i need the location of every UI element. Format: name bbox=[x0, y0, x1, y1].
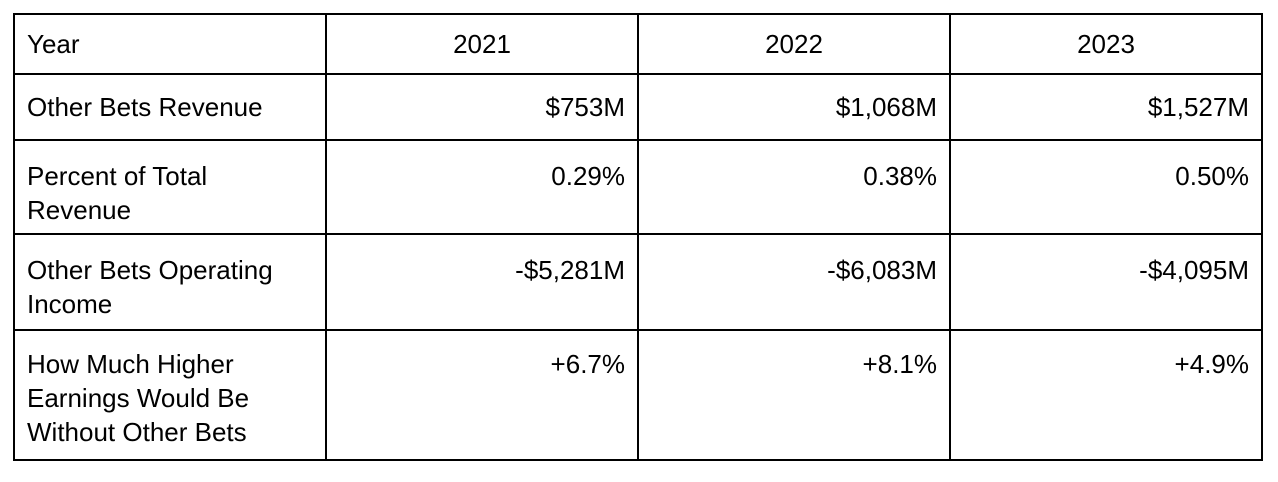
table-row: How Much Higher Earnings Would Be Withou… bbox=[13, 329, 1263, 461]
data-table-container: Year 2021 2022 2023 Other Bets Revenue $… bbox=[13, 13, 1263, 461]
header-year-cell: 2022 bbox=[637, 13, 951, 75]
value-cell: -$6,083M bbox=[637, 233, 951, 331]
row-label-cell: Percent of Total Revenue bbox=[13, 139, 327, 235]
row-label-cell: Other Bets Revenue bbox=[13, 73, 327, 141]
value-cell: +6.7% bbox=[325, 329, 639, 461]
value-cell: $1,527M bbox=[949, 73, 1263, 141]
table-row: Other Bets Operating Income -$5,281M -$6… bbox=[13, 233, 1263, 331]
value-cell: 0.38% bbox=[637, 139, 951, 235]
value-cell: 0.29% bbox=[325, 139, 639, 235]
header-year-cell: 2021 bbox=[325, 13, 639, 75]
value-cell: $1,068M bbox=[637, 73, 951, 141]
value-cell: +8.1% bbox=[637, 329, 951, 461]
header-year-cell: 2023 bbox=[949, 13, 1263, 75]
value-cell: $753M bbox=[325, 73, 639, 141]
table-row: Other Bets Revenue $753M $1,068M $1,527M bbox=[13, 73, 1263, 141]
row-label-cell: How Much Higher Earnings Would Be Withou… bbox=[13, 329, 327, 461]
value-cell: +4.9% bbox=[949, 329, 1263, 461]
header-label-cell: Year bbox=[13, 13, 327, 75]
value-cell: -$5,281M bbox=[325, 233, 639, 331]
value-cell: 0.50% bbox=[949, 139, 1263, 235]
header-row: Year 2021 2022 2023 bbox=[13, 13, 1263, 75]
other-bets-table: Year 2021 2022 2023 Other Bets Revenue $… bbox=[13, 13, 1263, 461]
row-label-cell: Other Bets Operating Income bbox=[13, 233, 327, 331]
table-row: Percent of Total Revenue 0.29% 0.38% 0.5… bbox=[13, 139, 1263, 235]
value-cell: -$4,095M bbox=[949, 233, 1263, 331]
